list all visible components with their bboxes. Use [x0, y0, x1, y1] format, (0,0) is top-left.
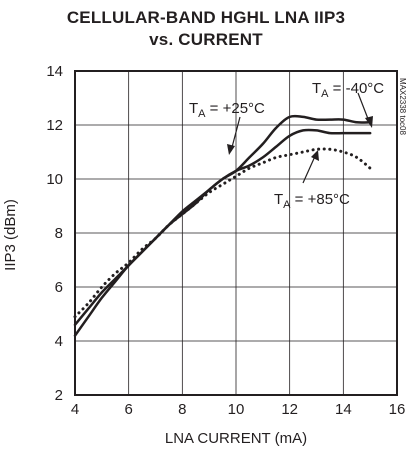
x-tick-label-4: 12 [281, 401, 298, 418]
arrow-line-plus25 [230, 116, 241, 152]
series-lines [73, 114, 372, 337]
label-ta-plus85: TA = +85°C [274, 191, 350, 211]
y-tick-label-1: 4 [55, 333, 63, 350]
y-tick-label-2: 6 [55, 279, 63, 296]
y-tick-label-0: 2 [55, 387, 63, 404]
series-line-1 [73, 128, 372, 327]
annotations: TA = -40°C TA = +25°C TA = +85°C [189, 80, 384, 211]
label-ta-plus25: TA = +25°C [189, 100, 265, 120]
chart-title-line-1: CELLULAR-BAND HGHL LNA IIP3 [66, 8, 346, 27]
chart-title-line-2: vs. CURRENT [149, 30, 263, 49]
y-axis-label: IIP3 (dBm) [2, 199, 19, 271]
series-line-2 [73, 147, 372, 319]
x-axis-label: LNA CURRENT (mA) [165, 430, 307, 447]
arrowhead-plus85 [311, 150, 319, 161]
y-tick-label-4: 10 [46, 171, 63, 188]
figure-id-label: MAX2338 toc08 [398, 78, 407, 135]
y-tick-label-5: 12 [46, 117, 63, 134]
arrow-line-plus85 [302, 153, 317, 184]
x-tick-label-5: 14 [335, 401, 352, 418]
arrowhead-plus25 [227, 144, 235, 155]
plot-frame [74, 70, 398, 396]
arrowhead-minus40 [365, 116, 373, 128]
x-tick-label-6: 16 [389, 401, 406, 418]
y-tick-label-6: 14 [46, 63, 63, 80]
label-ta-minus40: TA = -40°C [312, 80, 384, 100]
y-tick-label-3: 8 [55, 225, 63, 242]
x-tick-label-3: 10 [228, 401, 245, 418]
x-tick-label-2: 8 [178, 401, 186, 418]
x-tick-label-1: 6 [124, 401, 132, 418]
series-line-0 [73, 114, 372, 337]
x-tick-label-0: 4 [71, 401, 79, 418]
